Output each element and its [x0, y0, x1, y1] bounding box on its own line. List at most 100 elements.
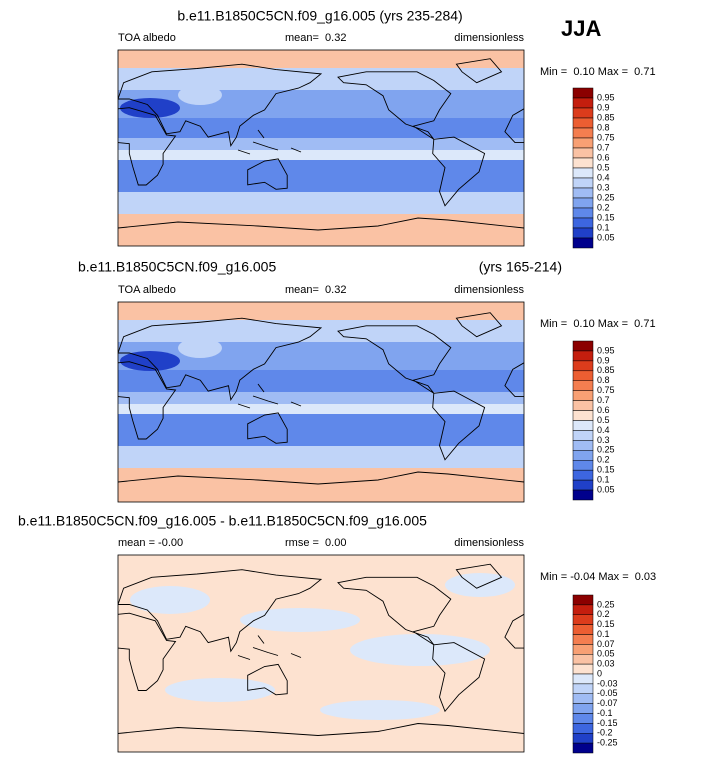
- colorbar-box: [572, 663, 594, 675]
- colorbar-box: [572, 479, 594, 491]
- colorbar-box: [572, 450, 594, 461]
- colorbar-box: [572, 400, 594, 411]
- center-label: mean= 0.32: [285, 284, 346, 296]
- colorbar-box: [572, 420, 594, 431]
- colorbar-label: 0.4: [597, 425, 610, 435]
- colorbar-label: -0.1: [597, 708, 613, 718]
- left-label: TOA albedo: [118, 32, 176, 44]
- colorbar-label: 0.9: [597, 102, 610, 112]
- colorbar-label: 0.8: [597, 122, 610, 132]
- center-label: mean= 0.32: [285, 32, 346, 44]
- colorbar-box: [572, 673, 594, 685]
- colorbar-box: [572, 703, 594, 714]
- colorbar-label: -0.25: [597, 738, 618, 748]
- colorbar-label: 0.25: [597, 192, 615, 202]
- colorbar-label: -0.03: [597, 678, 618, 688]
- colorbar-box: [572, 227, 594, 239]
- colorbar-box: [572, 380, 594, 391]
- colorbar-label: 0.95: [597, 92, 615, 102]
- left-label: mean = -0.00: [118, 537, 183, 549]
- colorbar-label: 0.3: [597, 182, 610, 192]
- colorbar-box: [572, 340, 594, 352]
- colorbar-box: [572, 644, 594, 655]
- colorbar-box: [572, 157, 594, 169]
- colorbar-box: [572, 733, 594, 744]
- right-label: dimensionless: [454, 284, 524, 296]
- colorbar-label: 0: [597, 668, 602, 678]
- colorbar-box: [572, 634, 594, 645]
- map: [117, 554, 525, 753]
- colorbar-box: [572, 167, 594, 179]
- min-max: Min = -0.04 Max = 0.03: [540, 571, 656, 583]
- colorbar-box: [572, 604, 594, 615]
- colorbar-box: [572, 624, 594, 635]
- panel-title-right: (yrs 165-214): [479, 259, 562, 275]
- colorbar-label: 0.5: [597, 415, 610, 425]
- colorbar-box: [572, 723, 594, 734]
- colorbar-label: -0.07: [597, 698, 618, 708]
- colorbar-box: [572, 460, 594, 471]
- colorbar-box: [572, 237, 594, 249]
- colorbar-label: 0.3: [597, 435, 610, 445]
- colorbar-label: 0.03: [597, 659, 615, 669]
- colorbar-label: -0.2: [597, 728, 613, 738]
- center-label: rmse = 0.00: [285, 537, 346, 549]
- colorbar-label: 0.1: [597, 222, 610, 232]
- colorbar-box: [572, 137, 594, 149]
- panel-title: b.e11.B1850C5CN.f09_g16.005: [78, 259, 276, 275]
- colorbar-box: [572, 350, 594, 362]
- min-max: Min = 0.10 Max = 0.71: [540, 66, 656, 78]
- map: [117, 49, 525, 247]
- panel-title: b.e11.B1850C5CN.f09_g16.005 (yrs 235-284…: [177, 8, 462, 24]
- colorbar-box: [572, 390, 594, 401]
- colorbar-label: 0.2: [597, 609, 610, 619]
- colorbar-label: 0.85: [597, 112, 615, 122]
- colorbar-label: 0.7: [597, 395, 610, 405]
- colorbar-box: [572, 360, 594, 372]
- colorbar-label: 0.7: [597, 142, 610, 152]
- right-label: dimensionless: [454, 32, 524, 44]
- colorbar-box: [572, 693, 594, 704]
- colorbar-box: [572, 654, 594, 665]
- colorbar-label: 0.2: [597, 455, 610, 465]
- colorbar-label: 0.25: [597, 445, 615, 455]
- left-label: TOA albedo: [118, 284, 176, 296]
- colorbar-label: 0.95: [597, 345, 615, 355]
- colorbar-box: [572, 217, 594, 229]
- colorbar-label: 0.15: [597, 212, 615, 222]
- min-max: Min = 0.10 Max = 0.71: [540, 318, 656, 330]
- colorbar-label: 0.6: [597, 152, 610, 162]
- colorbar-label: 0.2: [597, 202, 610, 212]
- colorbar-label: -0.15: [597, 718, 618, 728]
- colorbar-label: 0.05: [597, 232, 615, 242]
- colorbar-box: [572, 87, 594, 99]
- right-label: dimensionless: [454, 537, 524, 549]
- colorbar-box: [572, 713, 594, 724]
- colorbar-label: 0.4: [597, 172, 610, 182]
- colorbar-label: 0.15: [597, 619, 615, 629]
- colorbar-box: [572, 97, 594, 109]
- colorbar-box: [572, 147, 594, 159]
- colorbar-label: 0.8: [597, 375, 610, 385]
- colorbar-label: 0.05: [597, 649, 615, 659]
- colorbar-label: 0.75: [597, 385, 615, 395]
- colorbar-label: 0.05: [597, 484, 615, 494]
- colorbar-box: [572, 177, 594, 189]
- colorbar-box: [572, 683, 594, 694]
- colorbar-box: [572, 370, 594, 381]
- colorbar-box: [572, 127, 594, 139]
- colorbar-box: [572, 469, 594, 481]
- colorbar-label: 0.6: [597, 405, 610, 415]
- colorbar-label: 0.15: [597, 465, 615, 475]
- colorbar-label: 0.1: [597, 629, 610, 639]
- colorbar-box: [572, 197, 594, 209]
- colorbar-box: [572, 207, 594, 219]
- colorbar-label: 0.1: [597, 475, 610, 485]
- colorbar-label: 0.5: [597, 162, 610, 172]
- colorbar-label: 0.75: [597, 132, 615, 142]
- colorbar-label: 0.25: [597, 599, 615, 609]
- colorbar-label: -0.05: [597, 688, 618, 698]
- panel-title: b.e11.B1850C5CN.f09_g16.005 - b.e11.B185…: [18, 513, 427, 529]
- colorbar-box: [572, 187, 594, 199]
